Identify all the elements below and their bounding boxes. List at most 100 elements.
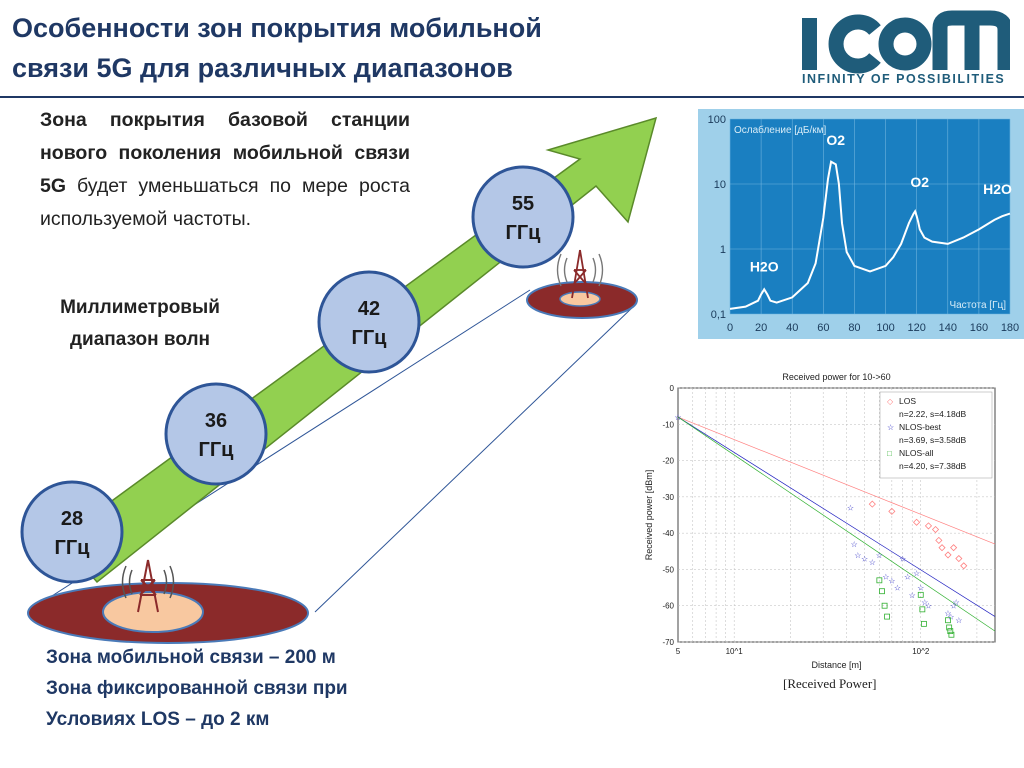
title-line-1: Особенности зон покрытия мобильной bbox=[12, 13, 542, 43]
rp-point-los bbox=[913, 518, 921, 526]
rp-legend-label: n=3.69, s=3.58dB bbox=[899, 435, 966, 445]
rp-ytick: -20 bbox=[662, 457, 674, 466]
attn-xtick: 100 bbox=[876, 322, 894, 334]
rp-point-nlos-best: ☆ bbox=[904, 573, 911, 582]
attn-ytick: 100 bbox=[708, 114, 726, 126]
summary-line-2: Зона фиксированной связи при bbox=[46, 678, 348, 699]
attenuation-chart-panel: 0 20 40 60 80 100 120 140 160 180 100 10 1 0,1 Ослабле… bbox=[698, 109, 1024, 339]
coverage-summary: Зона мобильной связи – 200 м Зона фиксир… bbox=[46, 642, 466, 735]
band-36-value: 36 bbox=[205, 410, 227, 432]
rp-legend-marker: ☆ bbox=[887, 423, 894, 432]
summary-line-1: Зона мобильной связи – 200 м bbox=[46, 647, 336, 668]
rp-legend-label: NLOS-best bbox=[899, 422, 942, 432]
coverage-paragraph: Зона покрытия базовой станции нового пок… bbox=[40, 104, 410, 236]
rp-xtick: 10^1 bbox=[726, 647, 744, 656]
rp-point-los bbox=[924, 522, 933, 530]
rp-point-los bbox=[960, 562, 968, 570]
rp-ytick: -60 bbox=[662, 602, 674, 611]
rp-point-nlos-all bbox=[881, 602, 888, 609]
icom-logo bbox=[802, 10, 1010, 74]
band-28-unit: ГГц bbox=[55, 537, 91, 559]
rp-point-nlos-best: ☆ bbox=[851, 540, 858, 549]
rp-point-nlos-all bbox=[919, 606, 926, 613]
attn-ytick: 1 bbox=[720, 244, 726, 256]
attn-curve bbox=[729, 160, 1011, 310]
zone-inner-large bbox=[102, 591, 204, 633]
band-55-unit: ГГц bbox=[506, 222, 542, 244]
band-42-circle: 42 ГГц bbox=[317, 270, 421, 374]
rp-legend: ◇ LOS n=2.22, s=4.18dB ☆ NLOS-best n=3.69, s=… bbox=[879, 391, 993, 479]
mmwave-label-line-1: Миллиметровый bbox=[60, 297, 220, 318]
title-line-2: связи 5G для различных диапазонов bbox=[12, 53, 513, 83]
attn-annotation: O2 bbox=[826, 132, 845, 148]
rp-point-nlos-best: ☆ bbox=[925, 602, 932, 611]
slide-title: Особенности зон покрытия мобильной связи… bbox=[12, 8, 712, 88]
rp-point-nlos-all bbox=[948, 631, 955, 638]
rp-fit-line bbox=[677, 416, 996, 632]
rp-point-los bbox=[888, 507, 896, 515]
rp-point-nlos-best: ☆ bbox=[913, 569, 920, 578]
rp-point-nlos-best: ☆ bbox=[921, 598, 928, 607]
rp-ytick: -50 bbox=[662, 565, 674, 574]
rp-point-nlos-best: ☆ bbox=[899, 555, 906, 564]
attn-ylabel: Ослабление [дБ/км] bbox=[734, 124, 827, 136]
rp-legend-marker: ◇ bbox=[887, 397, 894, 406]
rp-point-nlos-best: ☆ bbox=[847, 504, 854, 513]
rp-point-nlos-best: ☆ bbox=[876, 551, 883, 560]
rp-fit-line bbox=[677, 416, 996, 545]
attn-xtick: 160 bbox=[970, 322, 988, 334]
band-28-circle: 28 ГГц bbox=[20, 480, 124, 584]
rp-point-los bbox=[944, 551, 952, 559]
attn-ytick: 0,1 bbox=[711, 309, 726, 321]
rp-ytick: -30 bbox=[662, 493, 674, 502]
title-divider bbox=[0, 96, 1024, 98]
logo-tagline: INFINITY OF POSSIBILITIES bbox=[802, 72, 1006, 86]
rp-point-nlos-best: ☆ bbox=[888, 576, 895, 585]
received-power-caption: [Received Power] bbox=[783, 676, 877, 691]
rp-legend-label: LOS bbox=[899, 396, 916, 406]
rp-xtick: 5 bbox=[676, 647, 681, 656]
rp-point-nlos-best: ☆ bbox=[674, 413, 681, 422]
rp-ytick: -70 bbox=[662, 638, 674, 647]
rp-point-los bbox=[938, 544, 946, 552]
coverage-line-bottom bbox=[314, 304, 636, 613]
attenuation-chart: 0 20 40 60 80 100 120 140 160 180 100 10 1 0,1 Ослабле… bbox=[708, 114, 1020, 334]
rp-legend-marker: □ bbox=[887, 449, 892, 458]
rp-point-nlos-best: ☆ bbox=[894, 584, 901, 593]
rp-xtick: 10^2 bbox=[912, 647, 930, 656]
attn-xtick: 20 bbox=[755, 322, 767, 334]
received-power-panel: Received power for 10->60 0 -10 -20 -30 -40 -5… bbox=[640, 370, 1012, 670]
rp-point-nlos-best: ☆ bbox=[869, 558, 876, 567]
band-55-value: 55 bbox=[512, 193, 534, 215]
band-42-value: 42 bbox=[358, 298, 380, 320]
mmwave-label-line-2: диапазон волн bbox=[69, 329, 211, 350]
rp-point-nlos-all bbox=[879, 588, 885, 595]
rp-legend-box bbox=[879, 391, 993, 479]
rp-point-los bbox=[950, 544, 958, 552]
attn-annotation: O2 bbox=[910, 174, 929, 190]
rp-fit-line bbox=[677, 416, 996, 617]
rp-point-nlos-all bbox=[921, 620, 927, 627]
rp-point-nlos-best: ☆ bbox=[955, 616, 962, 625]
attn-annotation: H2O bbox=[983, 181, 1012, 197]
rp-point-nlos-all bbox=[884, 613, 890, 620]
rp-ytick: -10 bbox=[662, 420, 674, 429]
rp-point-nlos-best: ☆ bbox=[944, 609, 951, 618]
attn-xtick: 80 bbox=[848, 322, 860, 334]
rp-point-nlos-all bbox=[876, 577, 883, 584]
rp-legend-label: n=4.20, s=7.38dB bbox=[899, 461, 966, 471]
rp-point-nlos-best: ☆ bbox=[950, 602, 957, 611]
rp-xlabel: Distance [m] bbox=[811, 660, 861, 670]
band-36-unit: ГГц bbox=[199, 439, 235, 461]
attn-plot-area bbox=[730, 119, 1010, 314]
rp-point-nlos-all bbox=[946, 624, 953, 631]
rp-point-nlos-best: ☆ bbox=[882, 573, 889, 582]
rp-point-nlos-best: ☆ bbox=[953, 598, 960, 607]
band-42-unit: ГГц bbox=[352, 327, 388, 349]
band-28-value: 28 bbox=[61, 508, 83, 530]
rp-ylabel: Received power [dBm] bbox=[644, 470, 654, 561]
rp-point-los bbox=[931, 525, 940, 534]
received-power-chart: Received power for 10->60 0 -10 -20 -30 -40 -5… bbox=[644, 372, 996, 670]
zone-inner-small bbox=[559, 291, 601, 307]
